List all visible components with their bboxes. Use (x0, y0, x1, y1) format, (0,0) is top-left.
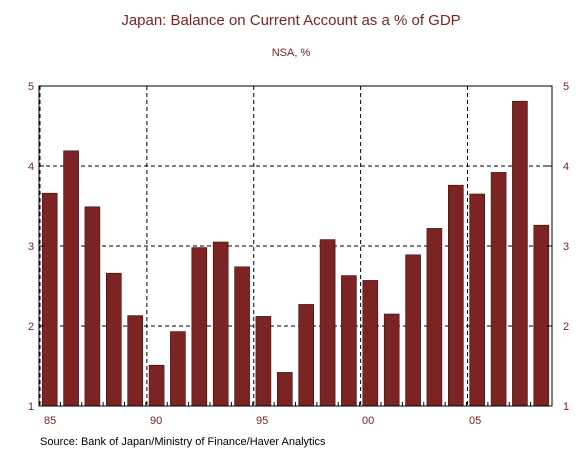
bar-2002 (405, 254, 421, 407)
ytick-right-4: 4 (563, 161, 569, 173)
ytick-right-1: 1 (563, 401, 569, 413)
bar-1986 (63, 150, 79, 407)
xtick-90: 90 (150, 415, 162, 427)
bar-1988 (106, 272, 122, 407)
ytick-right-5: 5 (563, 81, 569, 93)
bar-1995 (255, 316, 272, 407)
chart-title: Japan: Balance on Current Account as a %… (121, 12, 460, 29)
chart-subtitle: NSA, % (272, 47, 311, 59)
ytick-right-3: 3 (563, 241, 569, 253)
bar-1990 (148, 364, 165, 407)
bar-1985 (41, 192, 58, 407)
bar-2000 (362, 280, 379, 407)
bar-1998 (319, 239, 336, 407)
xtick-05: 05 (469, 415, 481, 427)
bar-2001 (383, 313, 400, 407)
bars (41, 100, 550, 407)
ytick-left-1: 1 (28, 401, 34, 413)
ytick-left-2: 2 (28, 321, 34, 333)
grid-lines (39, 86, 552, 406)
bar-2005 (469, 193, 486, 407)
source-note: Source: Bank of Japan/Ministry of Financ… (40, 436, 326, 448)
ytick-right-2: 2 (563, 321, 569, 333)
bar-1989 (127, 315, 143, 407)
bar-1997 (298, 304, 315, 407)
axis-ticks (38, 85, 553, 407)
ytick-left-5: 5 (28, 81, 34, 93)
xtick-85: 85 (44, 415, 56, 427)
bar-2003 (426, 228, 443, 407)
bar-1999 (341, 275, 357, 407)
ytick-left-4: 4 (28, 161, 34, 173)
xtick-00: 00 (362, 415, 374, 427)
xtick-95: 95 (256, 415, 268, 427)
bar-1987 (84, 206, 101, 407)
bar-2008 (533, 224, 550, 407)
bar-1993 (212, 241, 229, 407)
bar-2007 (512, 100, 528, 407)
bar-1994 (234, 266, 250, 407)
bar-1996 (276, 372, 293, 407)
bar-1992 (191, 247, 208, 407)
bar-2004 (447, 184, 464, 407)
ytick-left-3: 3 (28, 241, 34, 253)
bar-2006 (490, 172, 507, 407)
bar-1991 (170, 331, 186, 407)
